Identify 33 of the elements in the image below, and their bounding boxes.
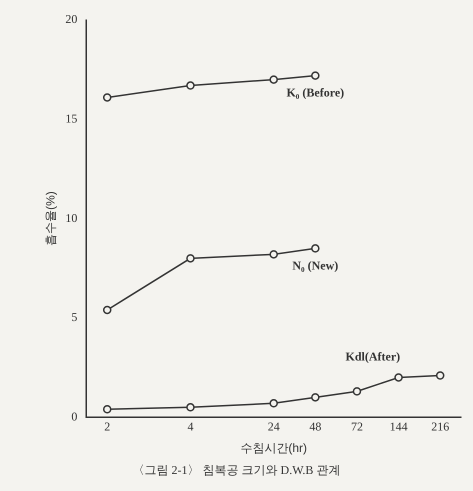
point	[102, 306, 112, 314]
y-tick-label: 5	[71, 310, 78, 324]
y-tick-label: 10	[65, 210, 78, 225]
series-label: Kdl(After)	[346, 350, 400, 364]
point	[394, 373, 403, 382]
y-tick-label: 15	[65, 111, 78, 126]
x-tick-label: 4	[187, 420, 194, 434]
x-tick-label: 144	[390, 420, 408, 434]
x-axis-title: 수침시간(hr)	[240, 441, 308, 456]
point	[311, 71, 320, 80]
x-tick-label: 48	[309, 420, 322, 434]
x-tick-label: 24	[268, 420, 280, 434]
x-tick-label: 2	[104, 420, 110, 434]
point	[102, 405, 112, 414]
point	[269, 75, 278, 84]
point	[186, 403, 195, 412]
point	[102, 93, 112, 102]
point	[269, 250, 278, 259]
series-label: N₀ (New)	[292, 258, 338, 272]
series-label: K₀ (Before)	[286, 86, 344, 100]
y-tick-label: 0	[71, 409, 78, 424]
point	[311, 393, 320, 402]
y-tick-label: 20	[65, 12, 78, 26]
point	[352, 387, 362, 396]
point	[186, 254, 195, 263]
x-tick-label: 216	[431, 420, 450, 434]
x-tick-label: 72	[350, 420, 363, 434]
text: 〈그림 2-1〉 침복공 크기와 D.W.B 관계	[132, 462, 342, 479]
point	[186, 81, 195, 90]
point	[311, 244, 320, 253]
y-axis-title: 흡수율(%)	[44, 191, 58, 246]
point	[436, 371, 444, 380]
point	[269, 399, 278, 408]
